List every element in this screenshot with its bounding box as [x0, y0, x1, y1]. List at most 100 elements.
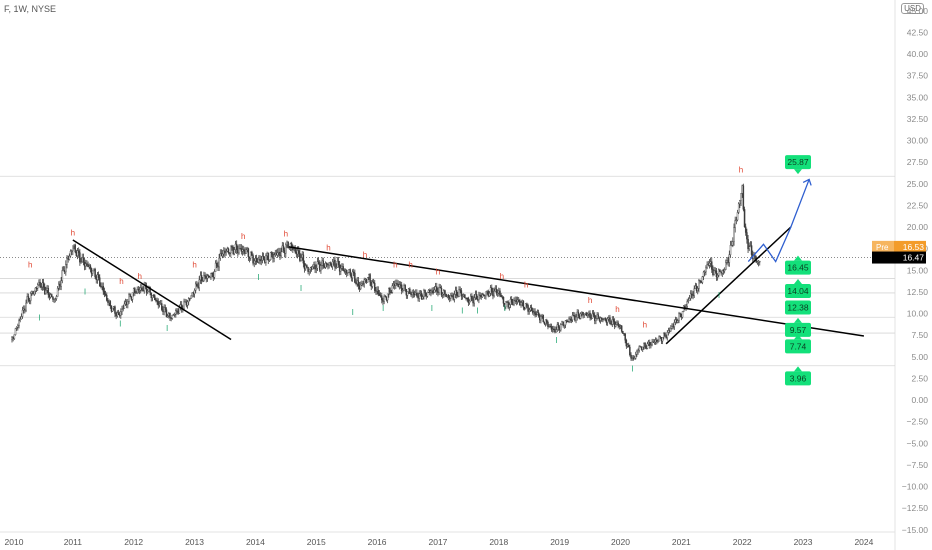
candle-body — [392, 284, 395, 286]
candle-body — [519, 301, 521, 306]
x-tick-label: 2011 — [64, 537, 83, 547]
candle-body — [480, 295, 482, 298]
candle-body — [141, 287, 143, 291]
candle-body — [692, 294, 694, 296]
candle-body — [143, 285, 145, 292]
candle-body — [29, 293, 32, 301]
candle-body — [436, 286, 438, 292]
candle-body — [585, 313, 588, 316]
candle-body — [513, 300, 515, 305]
candle-body — [294, 248, 296, 253]
candle-body — [382, 299, 384, 302]
candle-body — [125, 301, 128, 305]
candle-body — [290, 243, 293, 248]
candle-body — [341, 266, 343, 269]
axis-price-badge — [872, 240, 926, 253]
candle-body — [452, 296, 454, 300]
candle-body — [302, 254, 305, 264]
candle-body — [14, 328, 17, 335]
candle-body — [397, 283, 399, 287]
candle-body — [75, 251, 78, 256]
candle-body — [67, 258, 69, 260]
candle-body — [262, 255, 265, 260]
candle-body — [644, 342, 646, 347]
candle-body — [323, 265, 326, 268]
swing-high-label: h — [326, 243, 330, 252]
candle-body — [471, 295, 473, 300]
candle-body — [658, 336, 660, 342]
candle-body — [49, 294, 52, 298]
candle-body — [211, 272, 213, 275]
candle-body — [249, 251, 252, 259]
currency-badge[interactable]: USD — [901, 3, 924, 14]
swing-high-label: h — [241, 232, 245, 241]
candle-body — [748, 246, 750, 250]
candle-body — [721, 270, 724, 274]
candle-body — [630, 354, 632, 359]
candle-body — [686, 301, 688, 307]
candle-body — [357, 280, 360, 286]
candle-body — [356, 280, 358, 285]
candle-body — [450, 295, 452, 299]
candle-body — [82, 257, 85, 263]
symbol-label: F, 1W, NYSE — [4, 4, 57, 14]
candle-body — [390, 291, 392, 294]
candle-body — [238, 248, 240, 254]
candle-body — [409, 288, 411, 294]
candle-body — [406, 291, 409, 296]
candle-body — [695, 285, 698, 291]
y-tick-label: 37.50 — [907, 71, 929, 81]
candle-body — [702, 271, 705, 277]
candle-body — [705, 267, 707, 273]
candle-body — [609, 317, 611, 324]
candle-body — [355, 282, 357, 285]
candle-body — [334, 259, 336, 268]
y-tick-label: 15.00 — [907, 265, 929, 275]
candle-body — [661, 337, 664, 342]
candle-body — [25, 302, 27, 311]
candle-body — [641, 346, 644, 350]
candle-body — [610, 323, 612, 325]
candle-body — [602, 318, 604, 321]
candle-body — [726, 260, 728, 263]
candle-body — [576, 311, 578, 318]
candle-body — [329, 262, 332, 265]
candle-body — [83, 261, 86, 267]
candle-body — [458, 289, 460, 297]
candle-body — [732, 241, 734, 246]
candle-body — [464, 294, 466, 299]
candle-body — [595, 318, 597, 322]
candle-body — [40, 286, 43, 288]
candle-body — [246, 248, 248, 250]
candle-body — [650, 344, 652, 346]
candle-body — [131, 292, 134, 300]
candle-body — [590, 317, 592, 319]
candle-body — [254, 258, 257, 262]
candle-body — [378, 293, 381, 296]
candle-body — [735, 219, 738, 221]
candle-body — [365, 279, 368, 283]
candle-body — [743, 209, 746, 228]
candle-body — [554, 329, 556, 333]
candle-body — [42, 282, 45, 288]
candle-body — [388, 288, 390, 295]
candle-body — [568, 318, 570, 322]
candle-body — [260, 259, 263, 262]
candle-body — [310, 267, 313, 270]
candle-body — [228, 252, 231, 254]
candle-body — [467, 297, 470, 303]
candle-body — [287, 241, 289, 249]
candle-body — [326, 263, 328, 265]
price-label-text: 12.38 — [787, 302, 809, 312]
candle-body — [417, 295, 419, 299]
candle-body — [586, 314, 589, 316]
candle-body — [727, 260, 729, 263]
candle-body — [494, 288, 497, 292]
candle-body — [493, 290, 495, 297]
x-tick-label: 2016 — [368, 537, 387, 547]
candle-body — [719, 269, 721, 272]
candle-body — [272, 254, 274, 259]
candle-body — [108, 301, 110, 303]
candle-body — [411, 292, 413, 296]
